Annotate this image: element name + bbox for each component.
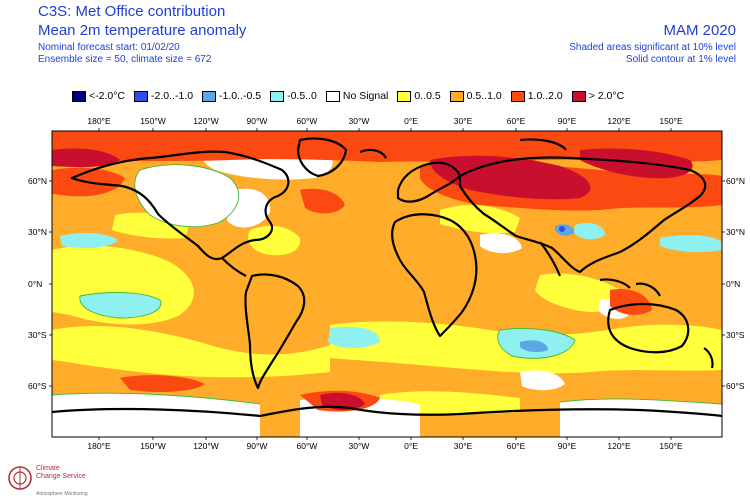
legend-swatch [325, 90, 340, 102]
lon-label: 90°E [558, 116, 577, 126]
lon-label: 120°W [193, 116, 219, 126]
lon-label: 30°W [349, 116, 370, 126]
lon-labels-bottom: 180°E 150°W 120°W 90°W 60°W 30°W 0°E 30°… [87, 441, 683, 451]
lon-label: 150°E [659, 116, 683, 126]
legend-swatch [134, 90, 149, 102]
lat-label: 60°N [726, 176, 745, 186]
color-legend: <-2.0°C -2.0..-1.0 -1.0..-0.5 -0.5..0 No… [72, 90, 624, 102]
lon-label: 30°E [454, 441, 473, 451]
legend-swatch [571, 90, 586, 102]
field-negative-strong [559, 226, 565, 232]
legend-swatch [72, 90, 86, 102]
lat-label: 0°N [726, 279, 740, 289]
legend-label: > 2.0°C [588, 90, 625, 102]
legend-swatch [397, 90, 412, 102]
map-field [52, 131, 722, 437]
season-label: MAM 2020 [663, 22, 736, 39]
lat-label: 30°S [28, 330, 47, 340]
significance-shaded-text: Shaded areas significant at 10% level [569, 42, 736, 53]
map-frame [51, 130, 723, 438]
legend-item-no-signal: No Signal [325, 90, 389, 102]
lon-label: 120°E [607, 441, 631, 451]
lon-label: 60°E [507, 441, 526, 451]
legend-item-1-2: 1.0..2.0 [510, 90, 563, 102]
legend-label: <-2.0°C [89, 90, 126, 102]
lon-label: 150°W [140, 441, 166, 451]
lon-label: 120°E [607, 116, 631, 126]
lat-label: 60°S [726, 381, 745, 391]
ensemble-size-text: Ensemble size = 50, climate size = 672 [38, 54, 212, 65]
legend-label: -0.5..0 [287, 90, 317, 102]
significance-contours [52, 164, 722, 405]
legend-swatch [510, 90, 525, 102]
lat-labels-left: 60°N 30°N 0°N 30°S 60°S [28, 176, 47, 391]
legend-item-minus1-minus05: -1.0..-0.5 [202, 90, 261, 102]
lon-label: 180°E [87, 441, 111, 451]
coastlines [52, 137, 722, 418]
legend-item-0-05: 0..0.5 [397, 90, 441, 102]
lon-label: 0°E [404, 441, 418, 451]
legend-label: -1.0..-0.5 [219, 90, 262, 102]
legend-item-minus2-minus1: -2.0..-1.0 [134, 90, 193, 102]
lon-label: 60°W [297, 441, 318, 451]
legend-label: 0..0.5 [414, 90, 441, 102]
logo-line1: Climate [36, 465, 60, 472]
forecast-start-text: Nominal forecast start: 01/02/20 [38, 42, 180, 53]
lon-label: 180°E [87, 116, 111, 126]
legend-label: 0.5..1.0 [466, 90, 502, 102]
lon-label: 150°E [659, 441, 683, 451]
map-subtitle: Mean 2m temperature anomaly [38, 22, 247, 39]
legend-item-gt-2: > 2.0°C [571, 90, 625, 102]
lon-label: 90°W [247, 441, 268, 451]
legend-swatch [270, 90, 285, 102]
lat-label: 60°S [28, 381, 47, 391]
lat-label: 30°N [726, 227, 745, 237]
lon-label: 0°E [404, 116, 418, 126]
lon-label: 30°E [454, 116, 473, 126]
map-title: C3S: Met Office contribution [38, 3, 226, 20]
legend-label: 1.0..2.0 [527, 90, 563, 102]
logo-line2: Change Service [36, 473, 86, 480]
logo-subtext: Atmosphere Monitoring [36, 491, 88, 497]
logo-text: Climate Change Service [36, 465, 86, 481]
lat-label: 60°N [28, 176, 47, 186]
legend-item-lt-minus2: <-2.0°C [72, 90, 125, 102]
lat-labels-right: 60°N 30°N 0°N 30°S 60°S [726, 176, 745, 391]
lon-label: 90°E [558, 441, 577, 451]
lon-label: 90°W [247, 116, 268, 126]
lon-label: 60°W [297, 116, 318, 126]
lon-label: 60°E [507, 116, 526, 126]
lat-label: 30°S [726, 330, 745, 340]
lon-label: 30°W [349, 441, 370, 451]
lon-labels-top: 180°E 150°W 120°W 90°W 60°W 30°W 0°E 30°… [87, 116, 683, 126]
lon-label: 150°W [140, 116, 166, 126]
lat-label: 30°N [28, 227, 47, 237]
legend-swatch [202, 90, 217, 102]
legend-label: No Signal [342, 90, 389, 102]
legend-item-05-1: 0.5..1.0 [449, 90, 502, 102]
legend-label: -2.0..-1.0 [151, 90, 194, 102]
legend-item-minus05-0: -0.5..0 [270, 90, 317, 102]
legend-swatch [449, 90, 464, 102]
significance-contour-text: Solid contour at 1% level [625, 54, 736, 65]
copernicus-logo [8, 466, 32, 490]
lat-label: 0°N [28, 279, 42, 289]
lon-label: 120°W [193, 441, 219, 451]
